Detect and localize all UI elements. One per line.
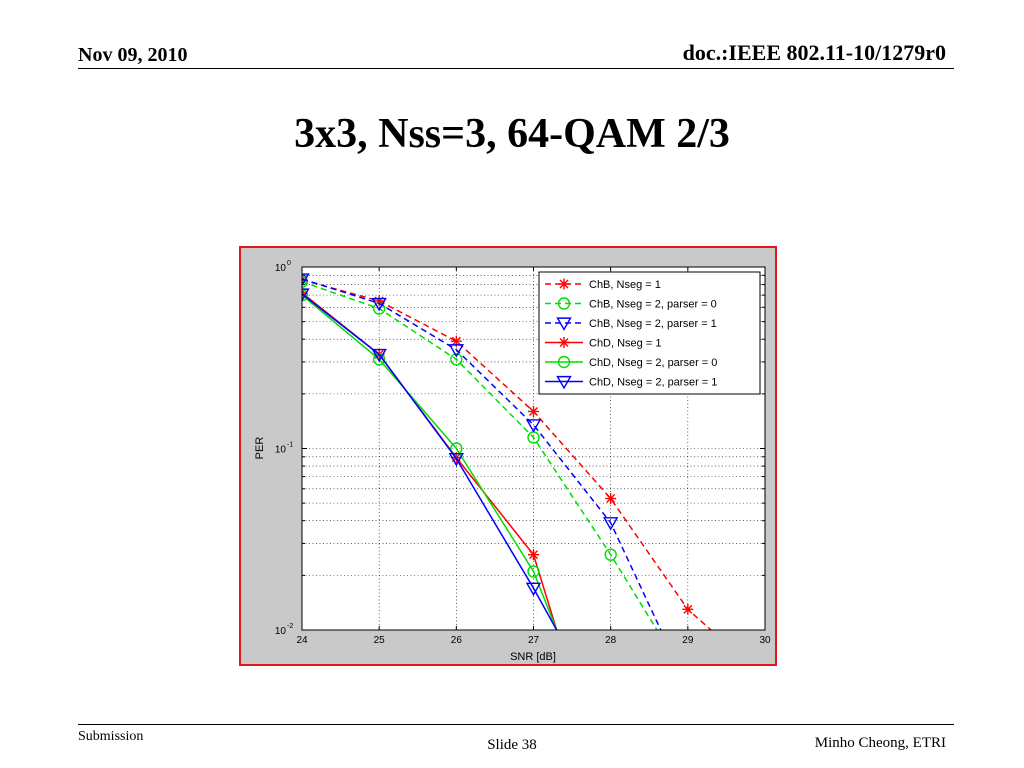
footer-slide-number: Slide 38 bbox=[487, 737, 537, 753]
star-marker bbox=[558, 278, 570, 290]
star-marker-stroke bbox=[529, 406, 538, 416]
series-chd-nseg-2-parser-1 bbox=[302, 288, 558, 630]
series-group bbox=[302, 273, 712, 630]
series-line bbox=[302, 278, 662, 630]
legend-entry-label: ChB, Nseg = 1 bbox=[589, 279, 661, 291]
star-marker bbox=[682, 603, 694, 615]
circle-marker bbox=[302, 288, 309, 302]
legend-entry-label: ChD, Nseg = 1 bbox=[589, 338, 661, 350]
x-axis-label: SNR [dB] bbox=[510, 651, 556, 663]
footer-submission: Submission bbox=[78, 729, 144, 744]
star-marker-stroke bbox=[559, 338, 569, 347]
x-tick-label: 24 bbox=[296, 635, 308, 646]
triangle-marker bbox=[602, 517, 619, 531]
y-axis-label: PER bbox=[254, 437, 266, 460]
legend-entry-label: ChB, Nseg = 2, parser = 1 bbox=[589, 318, 717, 330]
series-chb-nseg-2-parser-0 bbox=[302, 275, 658, 630]
x-tick-label: 26 bbox=[451, 635, 463, 646]
triangle-marker bbox=[302, 288, 310, 302]
header-date: Nov 09, 2010 bbox=[78, 44, 188, 66]
triangle-marker bbox=[556, 317, 572, 331]
y-tick-label: 10 bbox=[275, 445, 287, 456]
star-marker-stroke bbox=[683, 604, 693, 614]
slide-title: 3x3, Nss=3, 64-QAM 2/3 bbox=[294, 111, 730, 157]
footer-rule bbox=[78, 724, 954, 725]
star-marker-stroke bbox=[559, 279, 569, 289]
header-doc-id: doc.:IEEE 802.11-10/1279r0 bbox=[682, 40, 946, 65]
star-marker bbox=[605, 493, 617, 505]
triangle-marker bbox=[525, 419, 542, 433]
star-marker bbox=[528, 549, 539, 561]
y-tick-exponent: -1 bbox=[287, 442, 293, 449]
circle-marker bbox=[302, 275, 309, 288]
y-tick-exponent: 0 bbox=[287, 260, 291, 267]
legend-box bbox=[538, 271, 761, 395]
x-tick-label: 27 bbox=[528, 635, 540, 646]
triangle-marker bbox=[448, 453, 465, 467]
triangle-marker bbox=[448, 344, 465, 358]
star-marker-stroke bbox=[451, 336, 461, 346]
series-line bbox=[302, 293, 558, 630]
x-tick-label: 28 bbox=[605, 635, 617, 646]
triangle-marker bbox=[556, 375, 572, 390]
y-tick-exponent: -2 bbox=[287, 623, 293, 630]
star-marker bbox=[558, 337, 570, 348]
x-tick-label: 29 bbox=[682, 635, 694, 646]
circle-marker bbox=[604, 548, 617, 561]
triangle-marker bbox=[525, 582, 542, 597]
x-tick-label: 25 bbox=[374, 635, 386, 646]
triangle-marker bbox=[302, 273, 310, 287]
circle-marker bbox=[557, 297, 571, 310]
legend-entry-label: ChD, Nseg = 2, parser = 1 bbox=[589, 377, 717, 389]
triangle-marker bbox=[371, 348, 387, 363]
circle-marker bbox=[557, 355, 571, 369]
y-tick-label: 10 bbox=[275, 626, 287, 637]
legend: ChB, Nseg = 1 ChB, Nseg = 2, parser = 0 Ch… bbox=[538, 271, 761, 395]
header-rule bbox=[78, 68, 954, 69]
circle-marker bbox=[527, 565, 540, 578]
legend-entry-label: ChB, Nseg = 2, parser = 0 bbox=[589, 299, 717, 311]
plot-border bbox=[301, 266, 766, 631]
star-marker-stroke bbox=[606, 494, 616, 504]
star-marker bbox=[528, 405, 539, 417]
circle-marker bbox=[450, 353, 463, 366]
triangle-marker bbox=[371, 297, 387, 312]
series-line bbox=[302, 294, 558, 630]
legend-entry-label: ChD, Nseg = 2, parser = 0 bbox=[589, 357, 717, 369]
series-chb-nseg-2-parser-1 bbox=[302, 273, 662, 630]
star-marker-stroke bbox=[529, 550, 538, 560]
footer-author: Minho Cheong, ETRI bbox=[814, 735, 946, 751]
y-tick-label: 10 bbox=[275, 263, 287, 274]
x-tick-label: 30 bbox=[759, 635, 771, 646]
